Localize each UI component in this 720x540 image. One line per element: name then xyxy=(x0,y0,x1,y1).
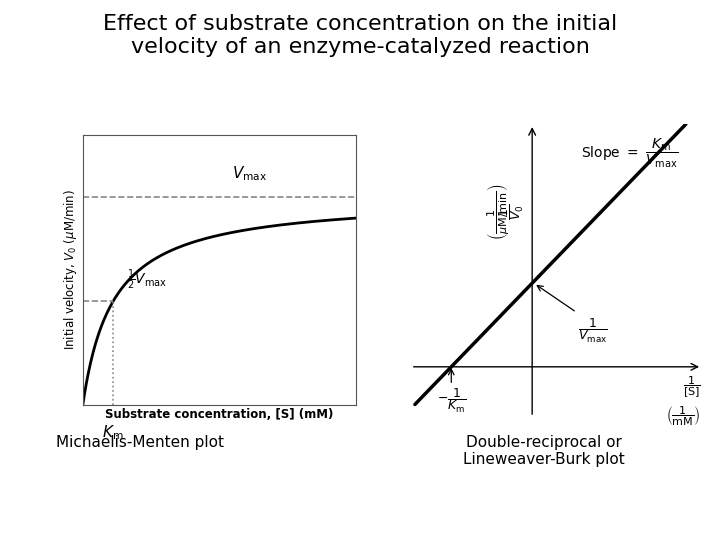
Text: Effect of substrate concentration on the initial
velocity of an enzyme-catalyzed: Effect of substrate concentration on the… xyxy=(103,14,617,57)
Text: Michaelis-Menten plot: Michaelis-Menten plot xyxy=(56,435,225,450)
Text: $K_{\rm m}$: $K_{\rm m}$ xyxy=(102,424,124,442)
Y-axis label: Initial velocity, $V_0$ ($\mu$M/min): Initial velocity, $V_0$ ($\mu$M/min) xyxy=(62,190,78,350)
Text: $V_{\rm max}$: $V_{\rm max}$ xyxy=(233,164,268,183)
Text: $\frac{1}{2}$$V_{\rm max}$: $\frac{1}{2}$$V_{\rm max}$ xyxy=(127,267,167,292)
Text: $\dfrac{1}{[\mathrm{S}]}$
$\left(\dfrac{1}{\mathrm{mM}}\right)$: $\dfrac{1}{[\mathrm{S}]}$ $\left(\dfrac{… xyxy=(666,375,701,428)
Text: $-\dfrac{1}{K_{\rm m}}$: $-\dfrac{1}{K_{\rm m}}$ xyxy=(436,387,466,415)
X-axis label: Substrate concentration, [S] (mM): Substrate concentration, [S] (mM) xyxy=(105,408,334,421)
Text: $\dfrac{1}{V_0}$: $\dfrac{1}{V_0}$ xyxy=(498,204,526,220)
Text: $\left(\dfrac{1}{\mu\mathrm{M/min}}\right)$: $\left(\dfrac{1}{\mu\mathrm{M/min}}\righ… xyxy=(485,184,511,240)
Text: Double-reciprocal or
Lineweaver-Burk plot: Double-reciprocal or Lineweaver-Burk plo… xyxy=(463,435,624,467)
Text: Slope $=\ \dfrac{K_{\rm m}}{V_{\rm max}}$: Slope $=\ \dfrac{K_{\rm m}}{V_{\rm max}}… xyxy=(581,137,678,170)
Text: $\dfrac{1}{V_{\rm max}}$: $\dfrac{1}{V_{\rm max}}$ xyxy=(578,316,608,345)
